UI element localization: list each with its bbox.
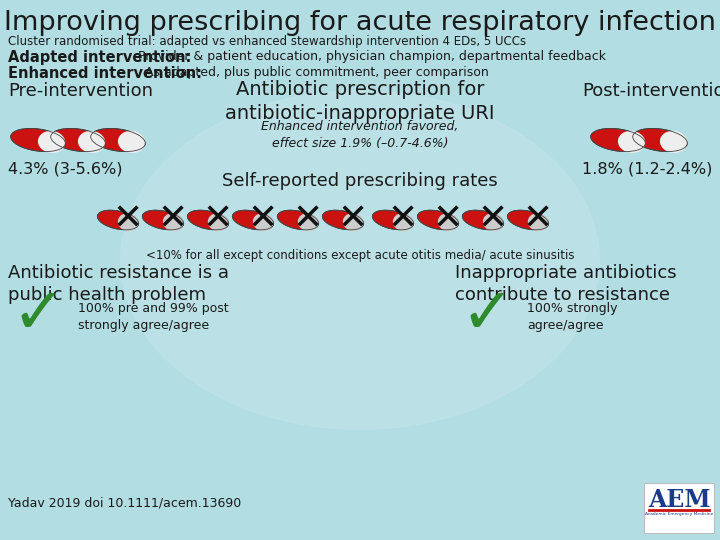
Ellipse shape <box>508 210 549 230</box>
Text: Enhanced intervention:: Enhanced intervention: <box>8 66 202 81</box>
Text: Inappropriate antibiotics
contribute to resistance: Inappropriate antibiotics contribute to … <box>455 264 677 304</box>
Text: 100% strongly
agree/agree: 100% strongly agree/agree <box>527 302 618 332</box>
Text: Adapted intervention:: Adapted intervention: <box>8 50 192 65</box>
Text: ✕: ✕ <box>113 203 143 237</box>
Ellipse shape <box>438 213 459 231</box>
Text: Yadav 2019 doi 10.1111/acem.13690: Yadav 2019 doi 10.1111/acem.13690 <box>8 497 241 510</box>
Text: ✕: ✕ <box>433 203 463 237</box>
Text: Self-reported prescribing rates: Self-reported prescribing rates <box>222 172 498 190</box>
Ellipse shape <box>528 213 549 231</box>
Text: 1.8% (1.2-2.4%): 1.8% (1.2-2.4%) <box>582 162 712 177</box>
Text: 100% pre and 99% post
strongly agree/agree: 100% pre and 99% post strongly agree/agr… <box>78 302 229 332</box>
Ellipse shape <box>253 213 274 231</box>
Ellipse shape <box>462 210 503 230</box>
Text: ✕: ✕ <box>203 203 233 237</box>
Ellipse shape <box>233 210 274 230</box>
Ellipse shape <box>120 90 600 430</box>
Ellipse shape <box>660 131 688 153</box>
Ellipse shape <box>323 210 364 230</box>
Text: <10% for all except conditions except acute otitis media/ acute sinusitis: <10% for all except conditions except ac… <box>145 249 575 262</box>
Text: 4.3% (3-5.6%): 4.3% (3-5.6%) <box>8 162 122 177</box>
Ellipse shape <box>393 213 414 231</box>
Text: ✕: ✕ <box>478 203 508 237</box>
Ellipse shape <box>118 131 145 153</box>
Ellipse shape <box>97 210 139 230</box>
Text: Pre-intervention: Pre-intervention <box>8 82 153 100</box>
Text: Cluster randomised trial: adapted vs enhanced stewardship intervention 4 EDs, 5 : Cluster randomised trial: adapted vs enh… <box>8 35 526 48</box>
Ellipse shape <box>143 210 184 230</box>
Text: As adapted, plus public commitment, peer comparison: As adapted, plus public commitment, peer… <box>145 66 489 79</box>
Ellipse shape <box>633 129 688 152</box>
Text: ✕: ✕ <box>293 203 323 237</box>
Ellipse shape <box>187 210 229 230</box>
Ellipse shape <box>91 129 145 152</box>
Ellipse shape <box>38 131 66 153</box>
Text: ✕: ✕ <box>158 203 188 237</box>
Text: ✓: ✓ <box>12 284 65 346</box>
Ellipse shape <box>298 213 319 231</box>
Text: ✕: ✕ <box>248 203 278 237</box>
Ellipse shape <box>618 131 645 153</box>
Ellipse shape <box>483 213 504 231</box>
Text: Post-intervention: Post-intervention <box>582 82 720 100</box>
Text: Improving prescribing for acute respiratory infection: Improving prescribing for acute respirat… <box>4 10 716 36</box>
Ellipse shape <box>277 210 319 230</box>
Text: AEM: AEM <box>648 488 710 512</box>
Text: ✕: ✕ <box>388 203 418 237</box>
Ellipse shape <box>208 213 229 231</box>
Text: ✓: ✓ <box>460 284 514 346</box>
Ellipse shape <box>372 210 413 230</box>
Ellipse shape <box>118 213 139 231</box>
Text: Antibiotic prescription for
antibiotic-inappropriate URI: Antibiotic prescription for antibiotic-i… <box>225 80 495 123</box>
Text: ✕: ✕ <box>523 203 553 237</box>
Text: ✕: ✕ <box>338 203 368 237</box>
Text: Provider & patient education, physician champion, departmental feedback: Provider & patient education, physician … <box>138 50 606 63</box>
Ellipse shape <box>50 129 105 152</box>
Ellipse shape <box>11 129 66 152</box>
Ellipse shape <box>590 129 645 152</box>
Ellipse shape <box>163 213 184 231</box>
Ellipse shape <box>78 131 105 153</box>
Text: Academic Emergency Medicine: Academic Emergency Medicine <box>645 512 714 516</box>
Ellipse shape <box>418 210 459 230</box>
Text: Enhanced intervention favored,
effect size 1.9% (–0.7-4.6%): Enhanced intervention favored, effect si… <box>261 120 459 150</box>
Text: Antibiotic resistance is a
public health problem: Antibiotic resistance is a public health… <box>8 264 229 304</box>
Ellipse shape <box>343 213 364 231</box>
FancyBboxPatch shape <box>644 483 714 533</box>
